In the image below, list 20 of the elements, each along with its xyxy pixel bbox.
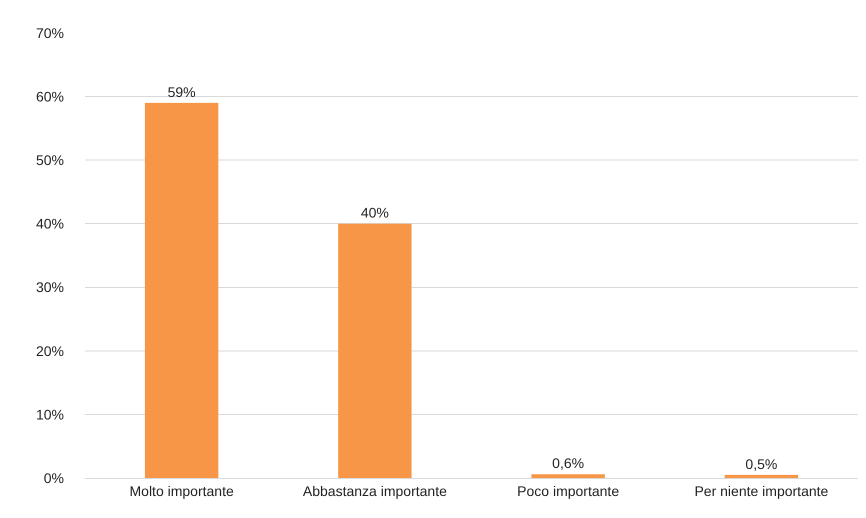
y-tick-label: 60% bbox=[36, 88, 64, 104]
y-tick-label: 70% bbox=[36, 24, 64, 41]
data-label: 59% bbox=[168, 84, 196, 100]
x-tick-label: Per niente importante bbox=[694, 482, 829, 499]
bar bbox=[531, 474, 605, 478]
y-tick-label: 50% bbox=[36, 152, 64, 168]
bar bbox=[144, 102, 218, 478]
x-tick-label: Molto importante bbox=[129, 482, 234, 499]
x-tick-label: Abbastanza importante bbox=[302, 482, 448, 499]
y-tick-label: 30% bbox=[36, 279, 64, 296]
y-tick-label: 40% bbox=[36, 216, 64, 232]
bar bbox=[724, 474, 798, 478]
y-tick-label: 0% bbox=[44, 470, 64, 486]
y-tick-label: 10% bbox=[36, 406, 64, 422]
x-tick-label: Poco importante bbox=[517, 482, 620, 499]
data-label: 40% bbox=[360, 204, 389, 221]
data-label: 0,6% bbox=[552, 455, 584, 472]
bar bbox=[338, 224, 412, 478]
y-tick-label: 20% bbox=[36, 342, 64, 359]
data-label: 0,5% bbox=[745, 456, 778, 472]
